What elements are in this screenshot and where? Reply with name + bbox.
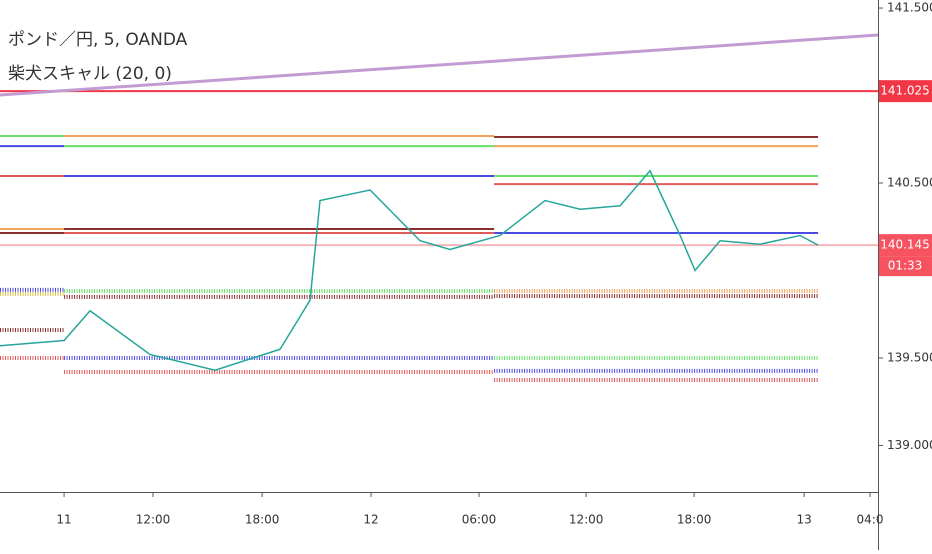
countdown-box <box>879 256 932 277</box>
price-line <box>0 169 819 372</box>
x-tick-label: 12:00 <box>569 513 604 527</box>
x-tick-label: 18:00 <box>245 513 280 527</box>
price-label: 140.145 <box>880 238 930 252</box>
trend-line <box>0 33 879 97</box>
countdown-label: 01:33 <box>888 259 923 273</box>
plot-area <box>0 33 879 383</box>
x-tick-label: 18:00 <box>677 513 712 527</box>
x-tick-label: 13 <box>796 513 811 527</box>
price-label-box <box>879 234 932 257</box>
price-label: 141.025 <box>880 84 930 98</box>
x-tick-label: 12 <box>363 513 378 527</box>
y-tick-label: 141.500 <box>887 1 932 15</box>
x-tick-label: 04:0 <box>857 513 884 527</box>
y-tick-label: 139.500 <box>887 350 932 364</box>
x-tick-label: 06:00 <box>462 513 497 527</box>
price-label-box <box>879 80 932 103</box>
indicator-name: 柴犬スキャル (20, 0) <box>8 64 172 84</box>
chart-title: ポンド／円, 5, OANDA <box>8 30 188 50</box>
y-tick-label: 140.500 <box>887 176 932 190</box>
y-tick-label: 139.000 <box>887 438 932 452</box>
x-tick-label: 12:00 <box>136 513 171 527</box>
x-tick-label: 11 <box>56 513 71 527</box>
